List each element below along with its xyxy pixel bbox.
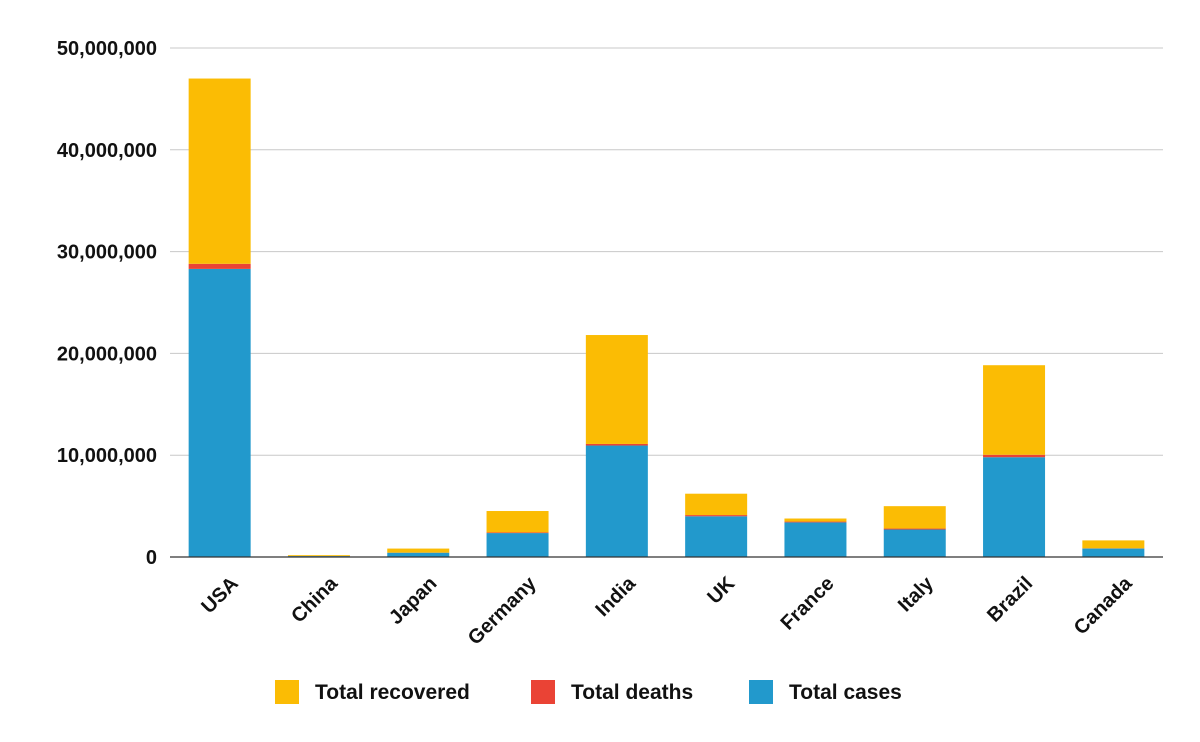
y-tick-label: 30,000,000	[57, 242, 157, 264]
bar-stack-india	[585, 335, 648, 557]
legend-label: Total cases	[789, 681, 902, 704]
x-tick-label: China	[287, 572, 342, 627]
legend: Total recovered Total deaths Total cases	[275, 680, 902, 704]
x-tick-label: Italy	[894, 572, 938, 616]
bar-total-recovered	[287, 555, 350, 557]
x-tick-label: UK	[703, 572, 739, 608]
bar-total-deaths	[486, 532, 549, 534]
y-axis-ticks: 0 10,000,000 20,000,000 30,000,000 40,000,00…	[57, 38, 157, 569]
y-tick-label: 0	[146, 547, 157, 569]
bar-total-cases	[784, 522, 847, 557]
bar-total-cases	[486, 533, 549, 557]
bar-total-cases	[188, 268, 251, 557]
bar-stack-brazil	[983, 365, 1046, 557]
x-tick-label: France	[777, 573, 839, 635]
x-tick-label: Germany	[464, 572, 541, 649]
legend-swatch	[275, 680, 299, 704]
bar-stack-germany	[486, 511, 549, 557]
y-tick-label: 20,000,000	[57, 343, 157, 365]
legend-swatch	[531, 680, 555, 704]
legend-label: Total recovered	[315, 681, 470, 704]
bar-total-deaths	[188, 263, 251, 269]
legend-item: Total deaths	[531, 680, 693, 704]
x-tick-label: Canada	[1070, 572, 1137, 639]
bar-total-recovered	[387, 548, 450, 553]
legend-label: Total deaths	[571, 681, 693, 704]
bar-total-deaths	[784, 521, 847, 523]
bar-total-cases	[387, 552, 450, 557]
bar-total-recovered	[784, 518, 847, 522]
bar-total-cases	[585, 445, 648, 557]
bar-stack-italy	[883, 506, 946, 557]
x-tick-label: India	[591, 572, 640, 621]
bar-total-recovered	[188, 78, 251, 264]
bar-total-recovered	[983, 365, 1046, 455]
x-tick-label: Brazil	[983, 573, 1037, 627]
bar-total-cases	[685, 516, 748, 557]
bar-total-deaths	[883, 528, 946, 530]
bar-total-recovered	[685, 493, 748, 516]
y-tick-label: 40,000,000	[57, 140, 157, 162]
bar-total-deaths	[585, 443, 648, 446]
bar-total-recovered	[585, 335, 648, 444]
bar-total-deaths	[983, 454, 1046, 458]
bar-total-recovered	[1082, 540, 1145, 549]
legend-item: Total recovered	[275, 680, 470, 704]
bar-total-cases	[1082, 548, 1145, 557]
y-tick-label: 10,000,000	[57, 445, 157, 467]
bar-total-deaths	[685, 515, 748, 517]
x-axis-ticks: USA China Japan Germany India UK France Italy Br…	[197, 572, 1137, 649]
bar-total-recovered	[883, 506, 946, 529]
bars	[188, 78, 1145, 557]
bar-total-recovered	[486, 511, 549, 533]
bar-total-cases	[883, 529, 946, 557]
bar-stack-uk	[685, 493, 748, 557]
bar-total-cases	[983, 457, 1046, 557]
legend-swatch	[749, 680, 773, 704]
legend-item: Total cases	[749, 680, 902, 704]
bar-stack-usa	[188, 78, 251, 557]
x-tick-label: Japan	[385, 573, 441, 629]
bar-stack-japan	[387, 548, 450, 557]
y-tick-label: 50,000,000	[57, 38, 157, 60]
bar-stack-france	[784, 518, 847, 557]
bar-stack-canada	[1082, 540, 1145, 557]
x-tick-label: USA	[197, 573, 242, 618]
